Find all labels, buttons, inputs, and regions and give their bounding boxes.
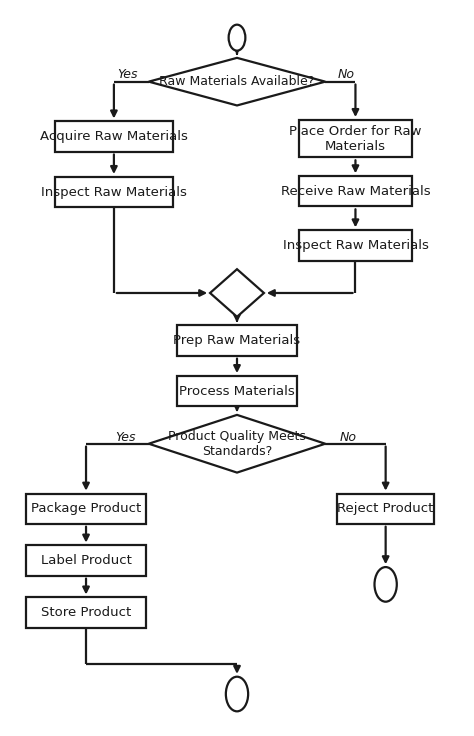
Text: Acquire Raw Materials: Acquire Raw Materials bbox=[40, 130, 188, 143]
Circle shape bbox=[226, 676, 248, 711]
Polygon shape bbox=[210, 269, 264, 316]
Text: Label Product: Label Product bbox=[41, 554, 131, 567]
Circle shape bbox=[228, 25, 246, 51]
Text: No: No bbox=[337, 68, 355, 81]
Text: Place Order for Raw
Materials: Place Order for Raw Materials bbox=[289, 124, 422, 152]
Text: Inspect Raw Materials: Inspect Raw Materials bbox=[283, 239, 428, 252]
FancyBboxPatch shape bbox=[26, 598, 146, 628]
Text: Prep Raw Materials: Prep Raw Materials bbox=[173, 334, 301, 347]
Text: Inspect Raw Materials: Inspect Raw Materials bbox=[41, 185, 187, 199]
Text: Yes: Yes bbox=[118, 68, 138, 81]
FancyBboxPatch shape bbox=[299, 120, 412, 158]
Text: Store Product: Store Product bbox=[41, 606, 131, 619]
Text: Reject Product: Reject Product bbox=[337, 502, 434, 515]
FancyBboxPatch shape bbox=[26, 545, 146, 576]
Text: Process Materials: Process Materials bbox=[179, 385, 295, 397]
Text: Yes: Yes bbox=[115, 431, 136, 444]
FancyBboxPatch shape bbox=[26, 494, 146, 524]
Text: Receive Raw Materials: Receive Raw Materials bbox=[281, 185, 430, 198]
Text: Product Quality Meets
Standards?: Product Quality Meets Standards? bbox=[168, 430, 306, 458]
FancyBboxPatch shape bbox=[337, 494, 434, 524]
Text: Package Product: Package Product bbox=[31, 502, 141, 515]
Polygon shape bbox=[149, 58, 325, 105]
FancyBboxPatch shape bbox=[299, 230, 412, 261]
Circle shape bbox=[374, 567, 397, 602]
FancyBboxPatch shape bbox=[299, 176, 412, 206]
Text: No: No bbox=[340, 431, 357, 444]
FancyBboxPatch shape bbox=[55, 177, 173, 207]
Polygon shape bbox=[149, 415, 325, 473]
FancyBboxPatch shape bbox=[177, 325, 297, 355]
FancyBboxPatch shape bbox=[55, 121, 173, 152]
FancyBboxPatch shape bbox=[177, 376, 297, 406]
Text: Raw Materials Available?: Raw Materials Available? bbox=[159, 75, 315, 88]
